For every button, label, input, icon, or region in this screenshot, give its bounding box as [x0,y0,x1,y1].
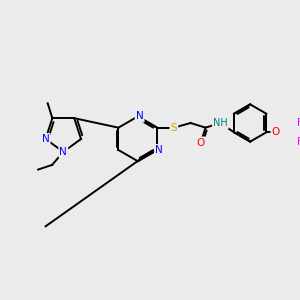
Text: F: F [297,136,300,147]
Text: F: F [299,127,300,137]
Text: O: O [272,127,280,137]
Text: NH: NH [213,118,228,128]
Text: S: S [171,123,177,133]
Text: O: O [197,138,205,148]
Text: N: N [59,147,67,157]
Text: F: F [297,118,300,128]
Text: N: N [155,145,163,155]
Text: N: N [136,112,143,122]
Text: N: N [42,134,50,144]
